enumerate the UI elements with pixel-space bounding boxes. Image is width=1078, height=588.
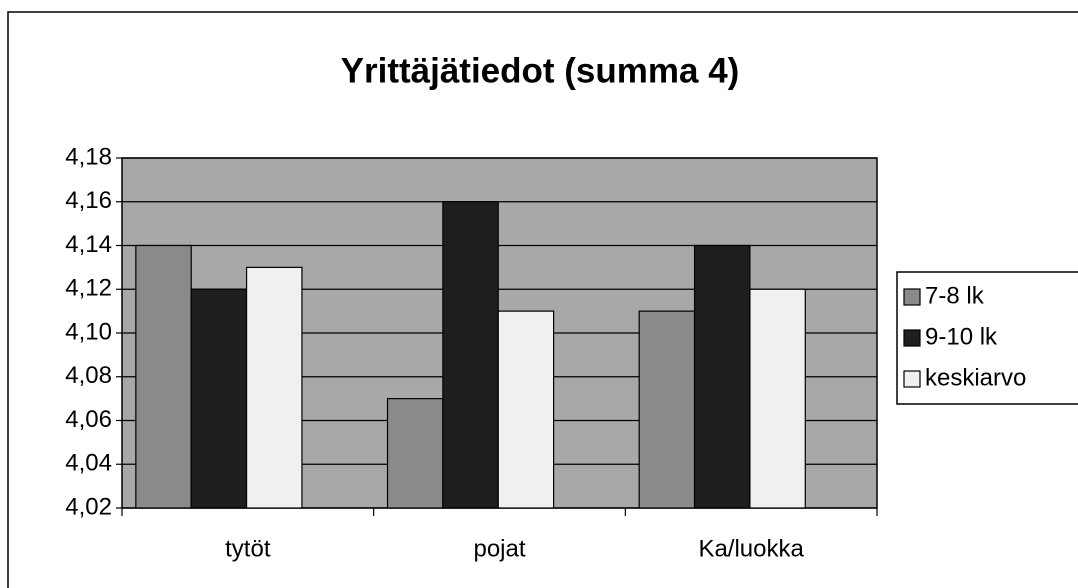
bar xyxy=(386,398,444,509)
legend-label: keskiarvo xyxy=(925,364,1026,391)
bar xyxy=(245,266,303,509)
legend-label: 9-10 lk xyxy=(925,323,998,350)
y-tick-label: 4,08 xyxy=(65,362,112,389)
legend-swatch xyxy=(903,288,921,306)
y-tick-label: 4,12 xyxy=(65,275,112,302)
bar xyxy=(693,244,751,509)
x-tick-label: tytöt xyxy=(225,535,271,562)
chart-border xyxy=(7,11,1078,588)
x-tick-label: pojat xyxy=(473,535,525,562)
legend-swatch xyxy=(903,329,921,347)
bar xyxy=(497,310,555,509)
y-tick-label: 4,18 xyxy=(65,143,112,170)
y-tick-label: 4,04 xyxy=(65,450,112,477)
legend-label: 7-8 lk xyxy=(925,282,985,309)
bar xyxy=(135,244,192,509)
x-tick-label: Ka/luokka xyxy=(698,535,804,562)
y-tick-label: 4,16 xyxy=(65,187,112,214)
y-tick-label: 4,14 xyxy=(65,231,112,258)
y-tick-label: 4,02 xyxy=(65,493,112,520)
y-tick-label: 4,10 xyxy=(65,318,112,345)
bar xyxy=(190,288,248,509)
legend-box xyxy=(896,271,1078,405)
chart-title: Yrittäjätiedot (summa 4) xyxy=(341,51,740,90)
bar xyxy=(749,288,806,509)
bar xyxy=(638,310,696,509)
y-tick-label: 4,06 xyxy=(65,406,112,433)
bar xyxy=(442,201,499,509)
legend-swatch xyxy=(903,370,921,388)
